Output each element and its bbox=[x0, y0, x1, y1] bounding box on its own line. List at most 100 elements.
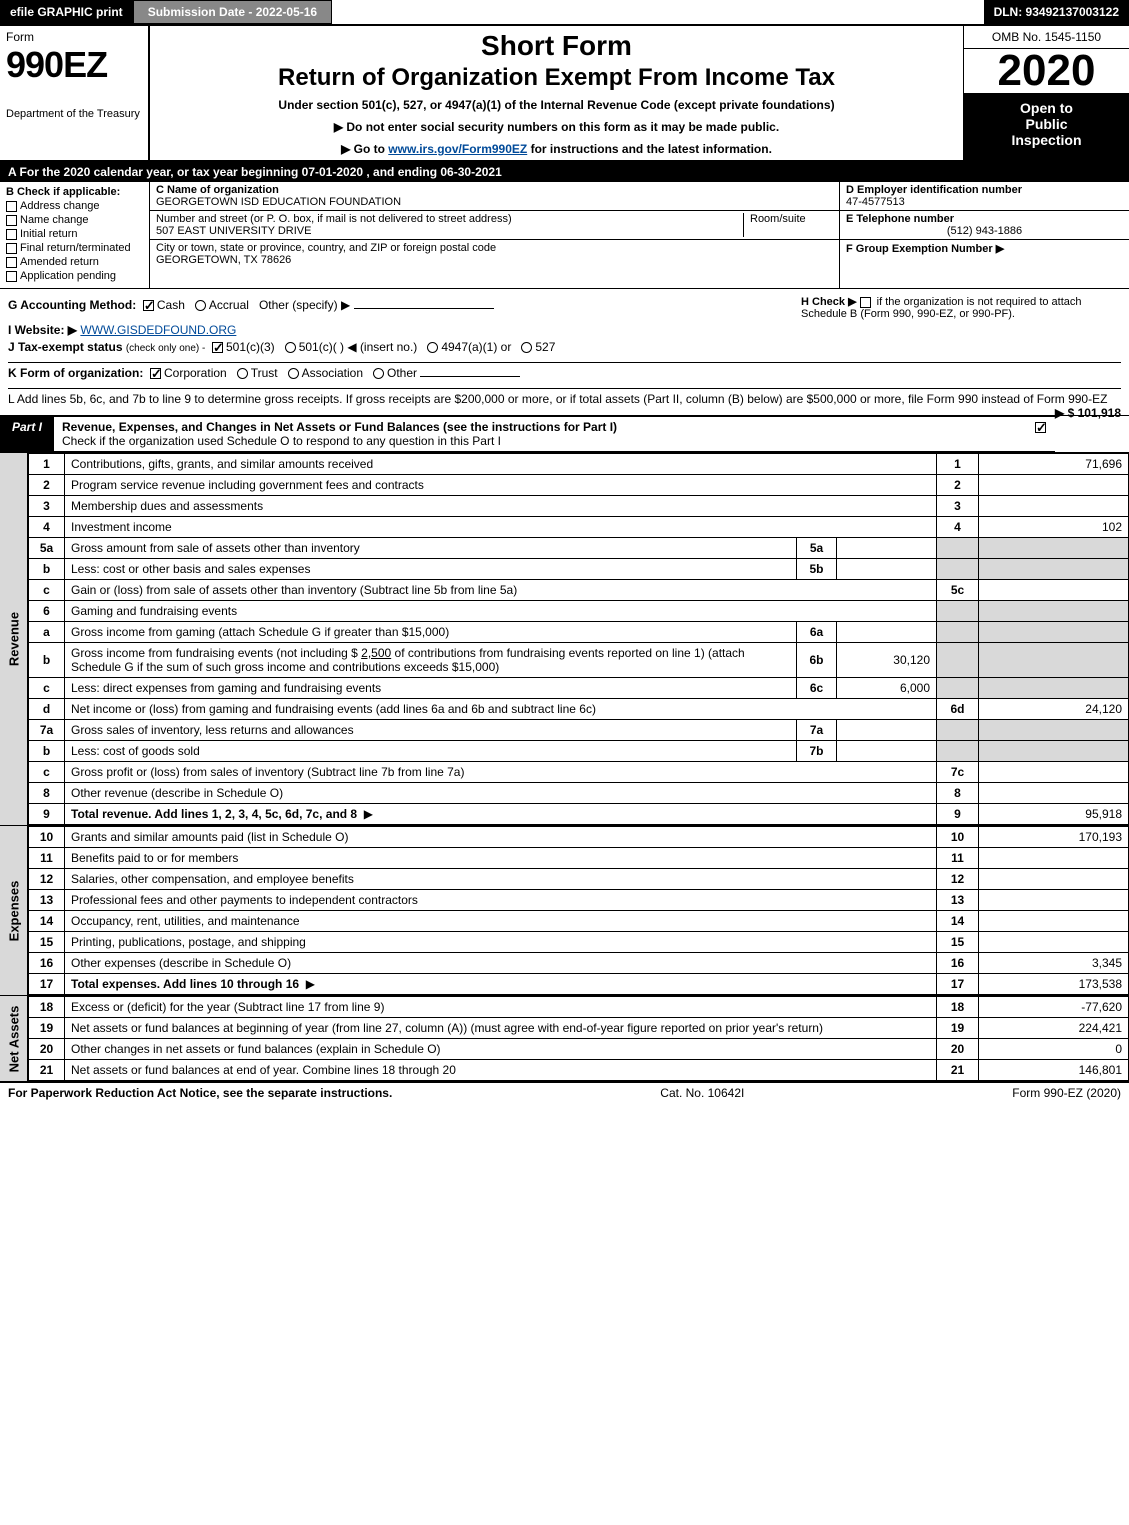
ck-address-change[interactable]: Address change bbox=[6, 200, 143, 212]
block-def-right: D Employer identification number 47-4577… bbox=[839, 182, 1129, 288]
l20-num: 20 bbox=[29, 1039, 65, 1060]
l-text: L Add lines 5b, 6c, and 7b to line 9 to … bbox=[8, 392, 1107, 406]
block-bcdef: B Check if applicable: Address change Na… bbox=[0, 182, 1129, 289]
i-label: I Website: ▶ bbox=[8, 323, 77, 337]
l13-num: 13 bbox=[29, 890, 65, 911]
j-4947-label: 4947(a)(1) or bbox=[441, 340, 511, 354]
line-14: 14 Occupancy, rent, utilities, and maint… bbox=[29, 911, 1129, 932]
l3-val bbox=[979, 496, 1129, 517]
l21-val: 146,801 bbox=[979, 1060, 1129, 1081]
row-a-tax-year: A For the 2020 calendar year, or tax yea… bbox=[0, 162, 1129, 182]
k-assoc-radio[interactable] bbox=[288, 368, 299, 379]
l10-val: 170,193 bbox=[979, 827, 1129, 848]
h-checkbox[interactable] bbox=[860, 297, 871, 308]
l19-val: 224,421 bbox=[979, 1018, 1129, 1039]
part1-header: Part I Revenue, Expenses, and Changes in… bbox=[0, 416, 1055, 452]
j-detail: (check only one) - bbox=[126, 343, 205, 354]
l10-idx: 10 bbox=[937, 827, 979, 848]
open-line3: Inspection bbox=[1011, 132, 1081, 148]
net-assets-table: 18 Excess or (deficit) for the year (Sub… bbox=[28, 996, 1129, 1081]
part1-scho-checkbox[interactable] bbox=[1035, 422, 1046, 433]
d-ein-value: 47-4577513 bbox=[846, 196, 905, 208]
form-header: Form 990EZ Department of the Treasury Sh… bbox=[0, 26, 1129, 162]
l14-num: 14 bbox=[29, 911, 65, 932]
l2-num: 2 bbox=[29, 475, 65, 496]
l21-idx: 21 bbox=[937, 1060, 979, 1081]
k-corp-checkbox[interactable] bbox=[150, 368, 161, 379]
c-addr-value: 507 EAST UNIVERSITY DRIVE bbox=[156, 225, 311, 237]
line-5a: 5a Gross amount from sale of assets othe… bbox=[29, 538, 1129, 559]
e-phone-block: E Telephone number (512) 943-1886 bbox=[840, 211, 1129, 240]
line-6: 6 Gaming and fundraising events bbox=[29, 601, 1129, 622]
line-6d: d Net income or (loss) from gaming and f… bbox=[29, 699, 1129, 720]
dept-treasury: Department of the Treasury bbox=[6, 108, 142, 120]
irs-link[interactable]: www.irs.gov/Form990EZ bbox=[388, 142, 527, 156]
l5b-desc: Less: cost or other basis and sales expe… bbox=[71, 562, 310, 576]
line-2: 2 Program service revenue including gove… bbox=[29, 475, 1129, 496]
l20-idx: 20 bbox=[937, 1039, 979, 1060]
l6b-sv: 30,120 bbox=[837, 643, 937, 678]
l6d-val: 24,120 bbox=[979, 699, 1129, 720]
j-501c3-checkbox[interactable] bbox=[212, 342, 223, 353]
ck-initial-return[interactable]: Initial return bbox=[6, 228, 143, 240]
ck-amended-return[interactable]: Amended return bbox=[6, 256, 143, 268]
l5b-sv bbox=[837, 559, 937, 580]
ck-application-pending[interactable]: Application pending bbox=[6, 270, 143, 282]
e-phone-value: (512) 943-1886 bbox=[947, 225, 1022, 237]
l7b-num: b bbox=[29, 741, 65, 762]
j-527-radio[interactable] bbox=[521, 342, 532, 353]
l17-desc: Total expenses. Add lines 10 through 16 bbox=[71, 977, 299, 991]
l6c-sv: 6,000 bbox=[837, 678, 937, 699]
line-21: 21 Net assets or fund balances at end of… bbox=[29, 1060, 1129, 1081]
l16-idx: 16 bbox=[937, 953, 979, 974]
net-assets-side-text: Net Assets bbox=[6, 1005, 21, 1072]
e-phone-label: E Telephone number bbox=[846, 213, 954, 225]
footer-center: Cat. No. 10642I bbox=[660, 1086, 744, 1100]
ck-final-return[interactable]: Final return/terminated bbox=[6, 242, 143, 254]
h-box: H Check ▶ if the organization is not req… bbox=[801, 295, 1121, 320]
l17-idx: 17 bbox=[937, 974, 979, 995]
d-ein-label: D Employer identification number bbox=[846, 184, 1022, 196]
l11-desc: Benefits paid to or for members bbox=[71, 851, 238, 865]
k-assoc-label: Association bbox=[302, 366, 363, 380]
l6b-amt: 2,500 bbox=[361, 646, 391, 660]
ck-name-change[interactable]: Name change bbox=[6, 214, 143, 226]
j-4947-radio[interactable] bbox=[427, 342, 438, 353]
g-cash-checkbox[interactable] bbox=[143, 300, 154, 311]
line-5b: b Less: cost or other basis and sales ex… bbox=[29, 559, 1129, 580]
c-name-value: GEORGETOWN ISD EDUCATION FOUNDATION bbox=[156, 196, 401, 208]
k-label: K Form of organization: bbox=[8, 366, 143, 380]
goto-instructions: ▶ Go to www.irs.gov/Form990EZ for instru… bbox=[158, 142, 955, 156]
g-accrual-radio[interactable] bbox=[195, 300, 206, 311]
part1-title-text: Revenue, Expenses, and Changes in Net As… bbox=[62, 420, 617, 434]
line-7b: b Less: cost of goods sold 7b bbox=[29, 741, 1129, 762]
part1-title: Revenue, Expenses, and Changes in Net As… bbox=[54, 417, 1029, 451]
k-other-input[interactable] bbox=[420, 376, 520, 377]
g-other-input[interactable] bbox=[354, 308, 494, 309]
top-bar: efile GRAPHIC print Submission Date - 20… bbox=[0, 0, 1129, 26]
l6-val-shade bbox=[979, 601, 1129, 622]
k-other-radio[interactable] bbox=[373, 368, 384, 379]
l3-desc: Membership dues and assessments bbox=[71, 499, 263, 513]
l5c-val bbox=[979, 580, 1129, 601]
efile-graphic-print[interactable]: efile GRAPHIC print bbox=[0, 0, 133, 24]
l3-idx: 3 bbox=[937, 496, 979, 517]
k-trust-radio[interactable] bbox=[237, 368, 248, 379]
website-link[interactable]: WWW.GISDEDFOUND.ORG bbox=[80, 323, 236, 337]
l15-idx: 15 bbox=[937, 932, 979, 953]
c-addr-row: Number and street (or P. O. box, if mail… bbox=[150, 211, 839, 240]
l5c-desc: Gain or (loss) from sale of assets other… bbox=[71, 583, 517, 597]
l6c-num: c bbox=[29, 678, 65, 699]
l17-num: 17 bbox=[29, 974, 65, 995]
g-cash-label: Cash bbox=[157, 298, 185, 312]
line-3: 3 Membership dues and assessments 3 bbox=[29, 496, 1129, 517]
revenue-side-text: Revenue bbox=[6, 612, 21, 666]
c-city-value: GEORGETOWN, TX 78626 bbox=[156, 254, 291, 266]
j-501c-radio[interactable] bbox=[285, 342, 296, 353]
goto-suffix: for instructions and the latest informat… bbox=[527, 142, 772, 156]
submission-date: Submission Date - 2022-05-16 bbox=[133, 0, 332, 24]
l6a-idx-shade bbox=[937, 622, 979, 643]
line-19: 19 Net assets or fund balances at beginn… bbox=[29, 1018, 1129, 1039]
form-number: 990EZ bbox=[6, 44, 142, 86]
line-10: 10 Grants and similar amounts paid (list… bbox=[29, 827, 1129, 848]
